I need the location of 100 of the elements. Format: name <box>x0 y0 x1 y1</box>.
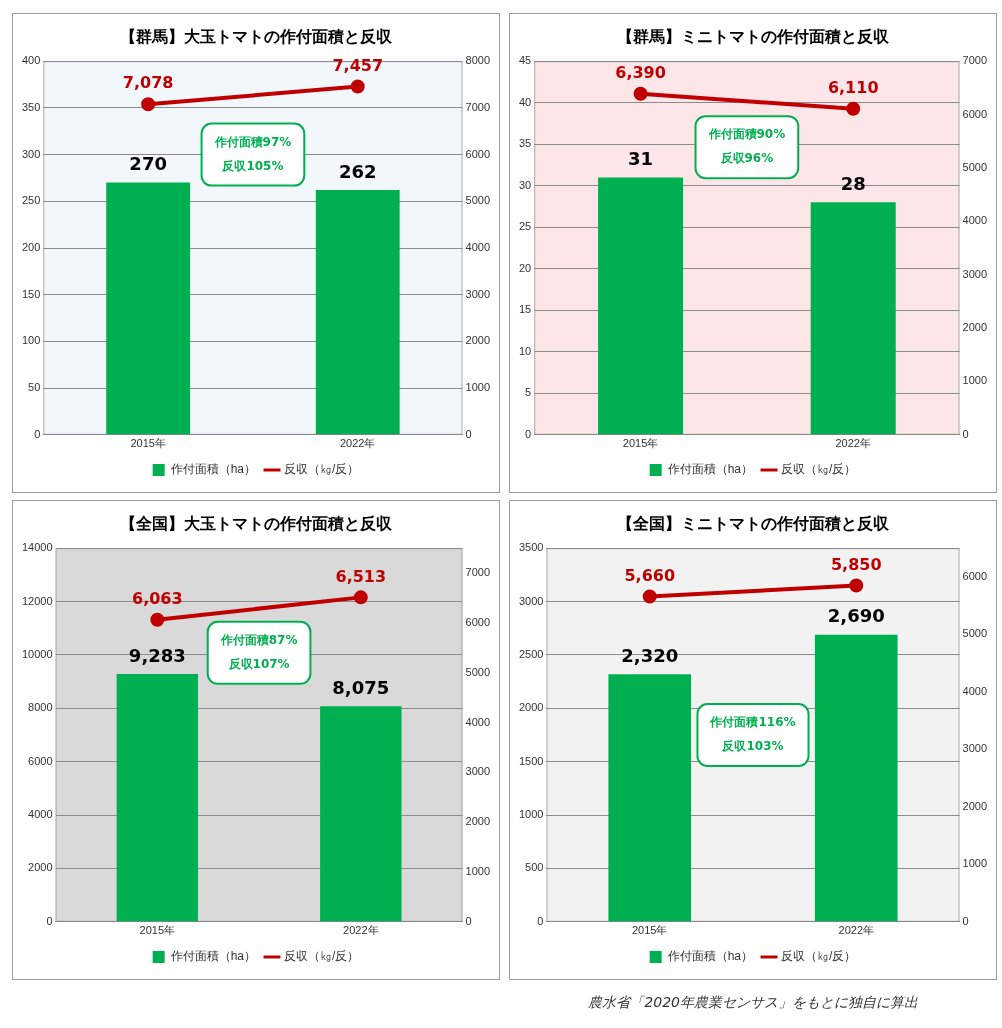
data-label: 31 <box>628 148 654 170</box>
chart-title: 【群馬】大玉トマトの作付面積と反収 <box>120 28 393 46</box>
data-label: 8,075 <box>332 676 390 698</box>
y-tick-label: 3000 <box>518 594 544 607</box>
y-tick-label: 30 <box>518 178 532 191</box>
y-tick-label: 2000 <box>28 861 53 874</box>
y-tick-label: 12000 <box>21 594 53 607</box>
x-tick-label: 2015年 <box>622 437 659 450</box>
chart-title: 【群馬】ミニトマトの作付面積と反収 <box>617 28 890 46</box>
y-tick-label: 5 <box>525 386 532 399</box>
data-label: 7,457 <box>332 55 384 75</box>
data-label: 2,690 <box>827 605 885 627</box>
chart-title: 【全国】大玉トマトの作付面積と反収 <box>120 515 393 533</box>
legend-label: 作付面積（ha） <box>666 462 754 477</box>
y-tick-label: 250 <box>21 194 41 207</box>
y2-tick-label: 5000 <box>465 665 491 678</box>
y2-tick-label: 1000 <box>465 381 491 394</box>
y-tick-label: 35 <box>518 137 532 150</box>
y2-tick-label: 4000 <box>962 684 988 697</box>
y-tick-label: 0 <box>34 427 41 440</box>
legend-label: 反収（㎏/反） <box>284 462 360 477</box>
data-label: 270 <box>129 153 167 175</box>
y-tick-label: 3500 <box>518 541 544 554</box>
annotation: 反収105% <box>221 158 284 173</box>
y2-tick-label: 2000 <box>962 799 988 812</box>
y-tick-label: 25 <box>518 220 532 233</box>
annotation: 反収103% <box>721 739 784 754</box>
y2-tick-label: 1000 <box>465 865 491 878</box>
y-tick-label: 50 <box>28 381 41 394</box>
y2-tick-label: 7000 <box>465 100 491 113</box>
chart-title: 【全国】ミニトマトの作付面積と反収 <box>617 515 890 533</box>
y-tick-label: 40 <box>518 95 532 108</box>
y-tick-label: 4000 <box>28 808 53 821</box>
legend-label: 反収（㎏/反） <box>781 949 857 964</box>
y-tick-label: 400 <box>21 54 41 67</box>
y-tick-label: 0 <box>525 427 532 440</box>
y-tick-label: 200 <box>21 241 41 254</box>
annotation: 反収96% <box>719 151 774 166</box>
x-tick-label: 2022年 <box>838 924 875 937</box>
y-tick-label: 100 <box>21 334 41 347</box>
y2-tick-label: 6000 <box>962 107 988 120</box>
y-tick-label: 1000 <box>518 808 544 821</box>
y-tick-label: 1500 <box>518 754 544 767</box>
annotation: 作付面積87% <box>219 632 298 647</box>
y-tick-label: 20 <box>518 261 532 274</box>
y2-tick-label: 3000 <box>465 287 491 300</box>
legend-label: 反収（㎏/反） <box>781 462 857 477</box>
y-tick-label: 10000 <box>21 647 53 660</box>
y2-tick-label: 0 <box>962 427 969 440</box>
x-tick-label: 2015年 <box>631 924 668 937</box>
annotation: 反収107% <box>227 656 290 671</box>
y2-tick-label: 3000 <box>962 267 988 280</box>
annotation: 作付面積90% <box>707 127 786 142</box>
y2-tick-label: 7000 <box>465 566 491 579</box>
y2-tick-label: 0 <box>465 914 472 927</box>
annotation: 作付面積116% <box>709 715 796 730</box>
legend-label: 作付面積（ha） <box>169 949 257 964</box>
y2-tick-label: 0 <box>465 427 472 440</box>
x-tick-label: 2022年 <box>835 437 871 450</box>
y2-tick-label: 5000 <box>465 194 491 207</box>
y-tick-label: 6000 <box>28 754 53 767</box>
y2-tick-label: 1000 <box>962 374 988 387</box>
y-tick-label: 8000 <box>28 701 53 714</box>
data-label: 5,660 <box>624 565 676 585</box>
y2-tick-label: 1000 <box>962 857 988 870</box>
y2-tick-label: 3000 <box>465 765 491 778</box>
legend-label: 反収（㎏/反） <box>284 949 360 964</box>
data-label: 28 <box>840 173 866 195</box>
y2-tick-label: 6000 <box>962 569 988 582</box>
y-tick-label: 350 <box>21 100 41 113</box>
annotation: 作付面積97% <box>213 134 292 149</box>
x-tick-label: 2015年 <box>130 437 166 450</box>
y2-tick-label: 0 <box>962 914 969 927</box>
data-label: 5,850 <box>830 554 882 574</box>
data-label: 6,513 <box>335 566 387 586</box>
text: 農水省「2020年農業センサス」をもとに独自に算出 <box>588 994 918 1012</box>
legend-label: 作付面積（ha） <box>169 462 257 477</box>
x-tick-label: 2022年 <box>339 437 376 450</box>
y2-tick-label: 5000 <box>962 627 988 640</box>
y2-tick-label: 2000 <box>962 321 988 334</box>
y-tick-label: 2000 <box>518 701 544 714</box>
y2-tick-label: 6000 <box>465 615 491 628</box>
y2-tick-label: 4000 <box>962 214 988 227</box>
y-tick-label: 15 <box>518 303 532 316</box>
y2-tick-label: 5000 <box>962 160 988 173</box>
y2-tick-label: 4000 <box>465 715 491 728</box>
y-tick-label: 0 <box>537 914 544 927</box>
data-label: 9,283 <box>128 644 186 666</box>
x-tick-label: 2015年 <box>139 924 176 937</box>
data-label: 6,390 <box>615 62 666 82</box>
y-tick-label: 300 <box>21 147 41 160</box>
y-tick-label: 14000 <box>21 541 53 554</box>
legend-label: 作付面積（ha） <box>666 949 754 964</box>
y2-tick-label: 4000 <box>465 241 491 254</box>
y2-tick-label: 8000 <box>465 54 491 67</box>
y-tick-label: 500 <box>525 861 544 874</box>
data-label: 262 <box>338 160 377 182</box>
data-label: 6,063 <box>132 588 183 608</box>
y2-tick-label: 7000 <box>962 54 988 67</box>
data-label: 6,110 <box>827 77 879 97</box>
